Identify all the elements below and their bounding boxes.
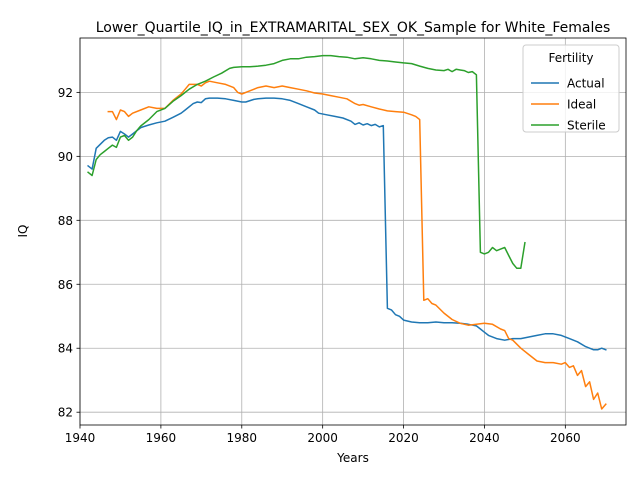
legend-title: Fertility — [548, 51, 593, 65]
chart-title: Lower_Quartile_IQ_in_EXTRAMARITAL_SEX_OK… — [96, 20, 611, 36]
legend: Fertility Actual Ideal Sterile — [522, 44, 620, 133]
series-lines — [87, 54, 607, 410]
x-tick-label: 2000 — [307, 431, 338, 445]
y-tick-label: 82 — [58, 406, 73, 420]
legend-box — [522, 44, 620, 133]
x-tick-label: 1980 — [227, 431, 258, 445]
series-line-actual — [87, 97, 607, 351]
x-tick-label: 1960 — [146, 431, 177, 445]
legend-items: Actual Ideal Sterile — [531, 77, 606, 133]
y-tick-label: 86 — [58, 278, 73, 292]
legend-label-ideal: Ideal — [567, 98, 596, 112]
x-axis-label: Years — [336, 451, 369, 465]
series-line-sterile — [87, 54, 526, 270]
x-tick-label: 2020 — [388, 431, 419, 445]
x-tick-label: 2040 — [469, 431, 500, 445]
y-tick-label: 90 — [58, 150, 73, 164]
y-tick-label: 88 — [58, 214, 73, 228]
legend-label-sterile: Sterile — [567, 119, 606, 133]
y-axis-label: IQ — [16, 225, 30, 238]
y-tick-label: 84 — [58, 342, 73, 356]
axis-ticks: 1940 1960 1980 2000 2020 2040 2060 82 84 86 88 90 92 — [58, 86, 581, 445]
x-tick-label: 2060 — [550, 431, 581, 445]
x-tick-label: 1940 — [65, 431, 96, 445]
y-tick-label: 92 — [58, 86, 73, 100]
plot-frame — [79, 37, 627, 426]
series-line-ideal — [107, 80, 607, 410]
legend-label-actual: Actual — [567, 77, 605, 91]
